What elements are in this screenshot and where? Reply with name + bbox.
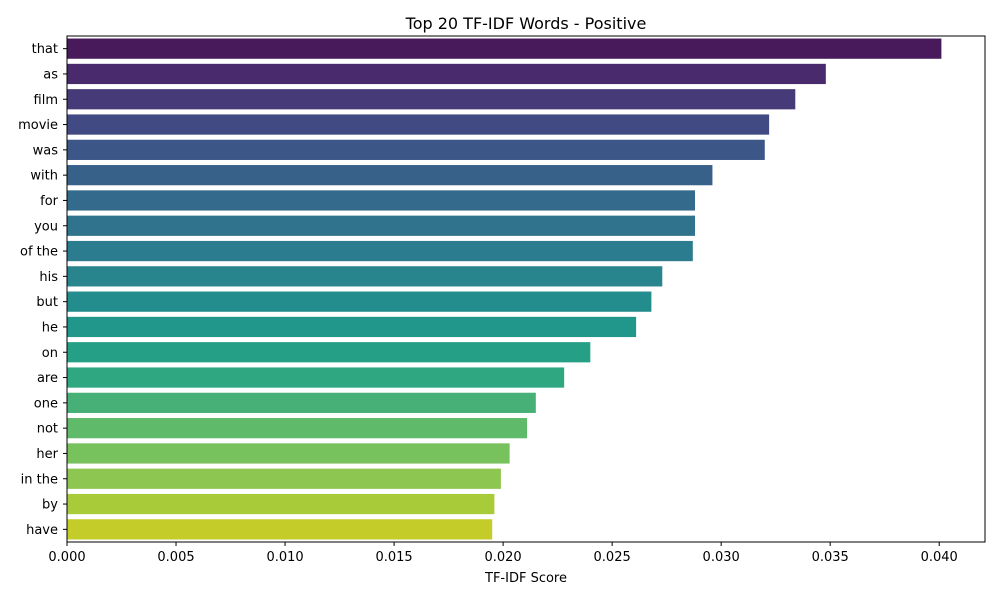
bar-his [67,266,663,287]
x-tick-label: 0.030 [703,550,740,565]
bar-her [67,443,510,464]
y-tick-label: you [34,219,58,234]
bar-one [67,392,536,413]
chart-title: Top 20 TF-IDF Words - Positive [405,14,647,33]
bar-movie [67,114,770,135]
y-tick-label: one [34,396,58,411]
x-tick-label: 0.040 [921,550,958,565]
x-tick-label: 0.005 [157,550,194,565]
bar-was [67,139,765,160]
y-tick-label: he [42,320,58,335]
bar-film [67,89,796,110]
bar-are [67,367,565,388]
bar-by [67,493,495,515]
bar-for [67,190,695,211]
y-tick-label: that [32,42,58,57]
x-tick-label: 0.010 [266,550,303,565]
plot-frame [66,35,986,543]
bars-group [67,38,942,540]
y-tick-label: her [36,447,58,462]
bar-in-the [67,468,501,489]
y-tick-label: are [37,371,58,386]
y-tick-labels: that as film movie was with for you of the his but… [18,42,67,538]
bar-have [67,519,493,540]
x-axis-ticks: 0.000 0.005 0.010 0.015 0.020 0.025 0.030 0.035… [48,542,958,565]
y-tick-label: by [42,498,58,513]
x-axis-label: TF-IDF Score [484,571,567,586]
bar-on [67,342,591,363]
y-tick-label: was [33,143,59,158]
x-tick-label: 0.020 [484,550,521,565]
bar-but [67,291,652,312]
y-tick-label: for [40,194,59,209]
x-tick-label: 0.025 [594,550,631,565]
x-tick-label: 0.015 [375,550,412,565]
y-tick-label: film [34,93,58,108]
bar-of-the [67,240,693,262]
y-tick-label: of the [20,245,58,260]
y-tick-label: have [26,523,58,538]
bar-not [67,418,528,439]
y-tick-label: on [42,346,58,361]
y-tick-label: but [36,295,58,310]
bar-that [67,38,942,59]
bar-you [67,215,695,236]
bar-he [67,316,637,338]
x-tick-label: 0.035 [812,550,849,565]
y-tick-label: as [43,67,58,82]
x-tick-label: 0.000 [48,550,85,565]
y-tick-label: with [30,169,58,184]
y-tick-label: in the [21,472,58,487]
y-tick-label: movie [18,118,58,133]
bar-as [67,63,826,85]
bar-with [67,165,713,186]
y-tick-label: not [37,422,58,437]
y-tick-label: his [39,270,58,285]
